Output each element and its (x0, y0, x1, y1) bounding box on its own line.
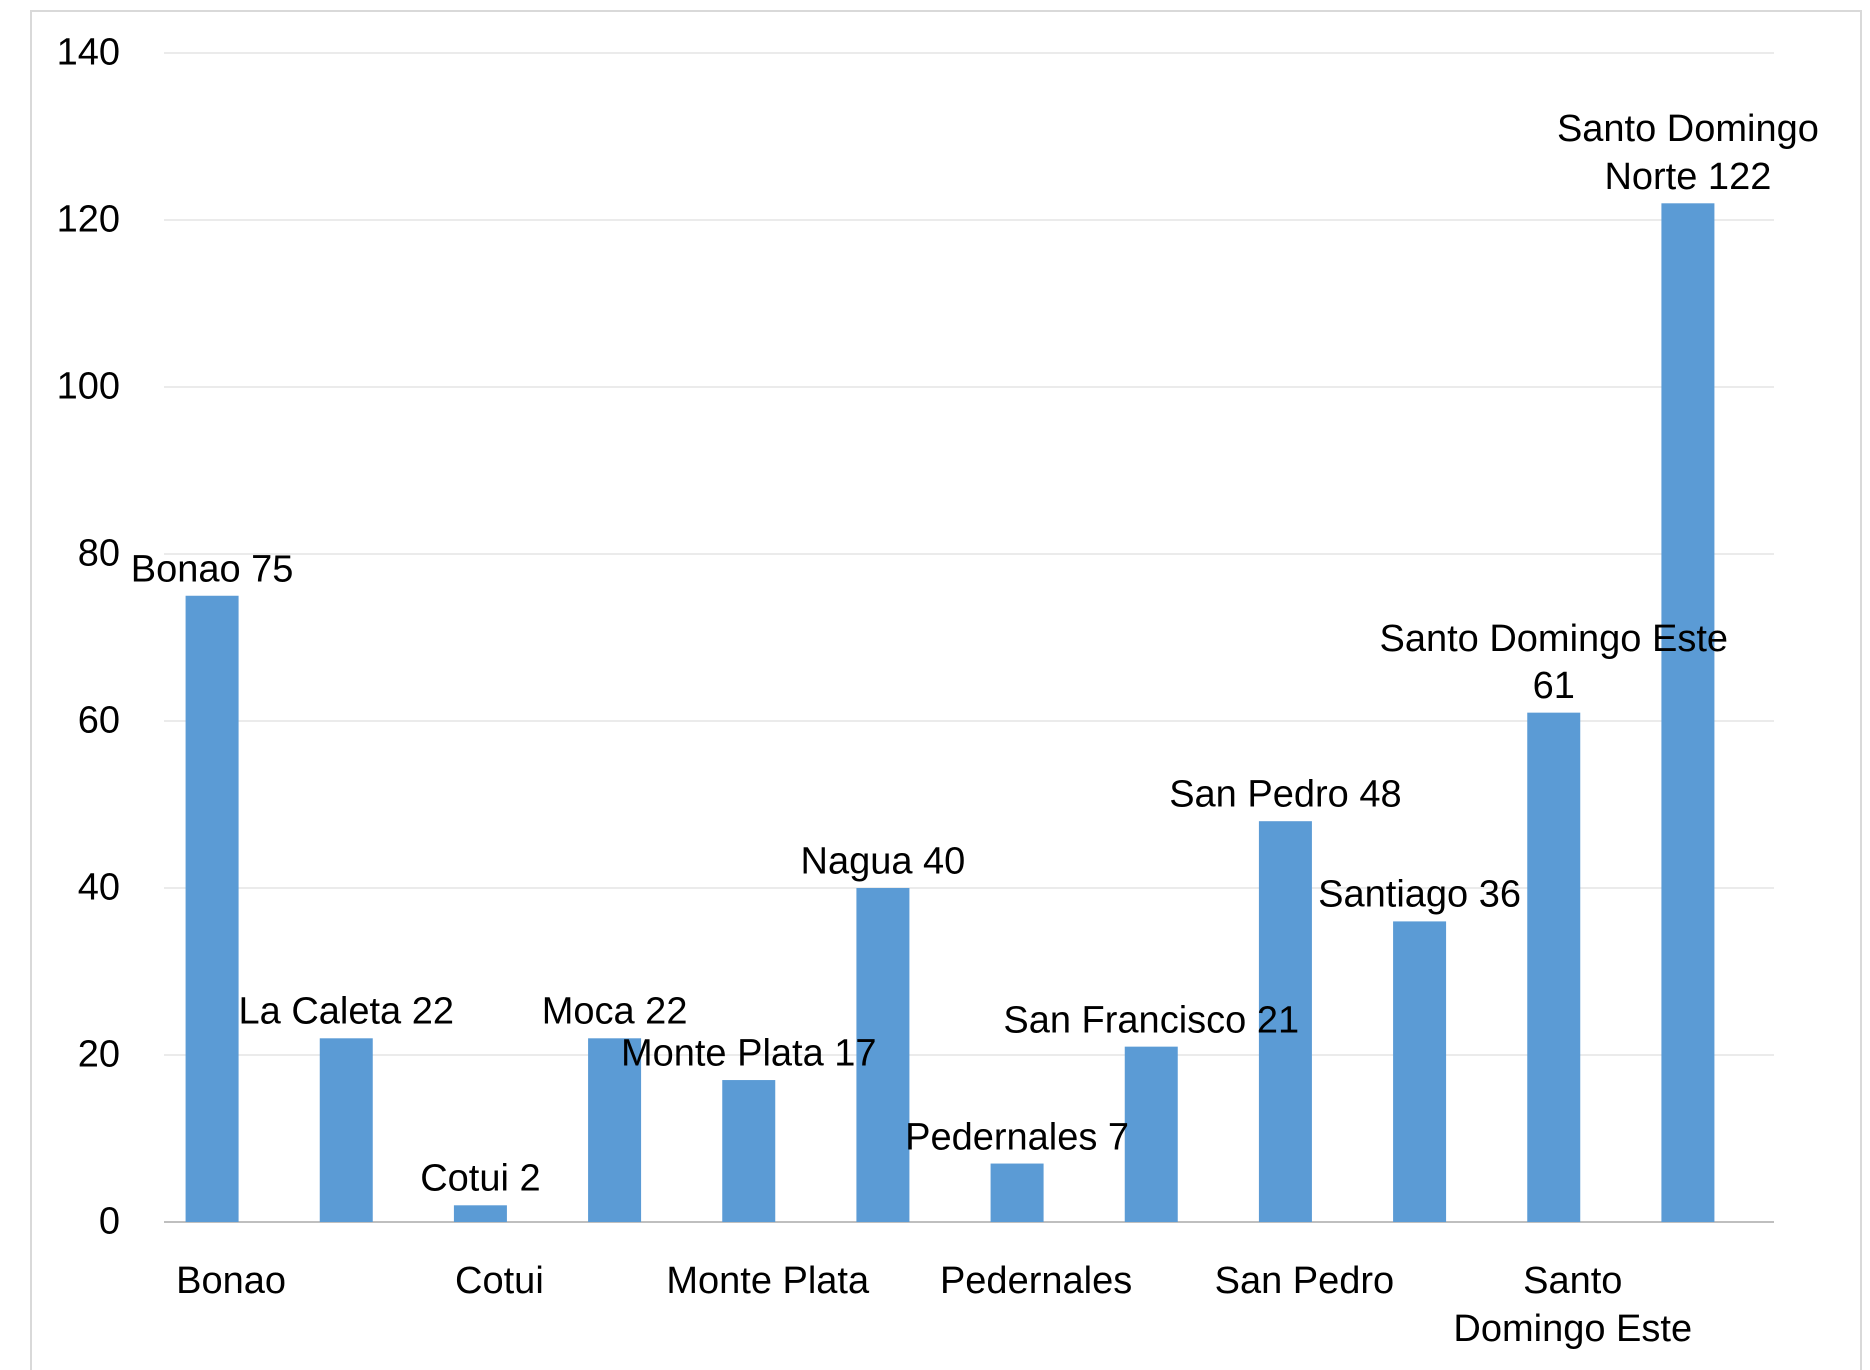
bar (185, 595, 239, 1222)
x-tick-label: Monte Plata (666, 1260, 870, 1302)
bar (1661, 203, 1715, 1223)
data-label: Santo Domingo Norte 122 (1556, 108, 1819, 198)
data-label: Monte Plata 17 (620, 1032, 877, 1075)
bar (1527, 712, 1581, 1222)
data-label: Santiago 36 (1318, 873, 1521, 916)
y-tick-label: 80 (77, 532, 120, 575)
y-tick-label: 60 (77, 699, 120, 742)
data-label: Nagua 40 (800, 840, 966, 883)
y-tick-label: 20 (77, 1033, 120, 1076)
data-label: Bonao 75 (130, 548, 294, 591)
bar (990, 1163, 1044, 1222)
bar (1124, 1046, 1178, 1222)
bar (319, 1038, 373, 1222)
bar (1393, 921, 1447, 1222)
chart-frame (30, 10, 1862, 1370)
bar (453, 1205, 507, 1222)
bar (1258, 821, 1312, 1222)
data-label: Cotui 2 (420, 1157, 541, 1200)
x-tick-label: Santo Domingo Este (1453, 1260, 1693, 1350)
data-label: Santo Domingo Este 61 (1379, 617, 1729, 708)
x-tick-label: San Pedro (1214, 1260, 1395, 1302)
data-label: San Francisco 21 (1003, 999, 1300, 1042)
data-label: San Pedro 48 (1169, 773, 1402, 816)
x-tick-label: Bonao (176, 1260, 287, 1302)
y-tick-label: 40 (77, 866, 120, 909)
bar (722, 1080, 776, 1222)
y-tick-label: 100 (56, 365, 120, 408)
y-tick-label: 120 (56, 198, 120, 241)
data-label: Moca 22 (541, 990, 688, 1033)
y-tick-label: 0 (98, 1200, 120, 1243)
x-tick-label: Cotui (455, 1260, 544, 1302)
x-tick-label: Pedernales (939, 1260, 1133, 1302)
bar (856, 888, 910, 1222)
y-tick-label: 140 (56, 31, 120, 74)
data-label: La Caleta 22 (238, 990, 455, 1033)
bar (588, 1038, 642, 1222)
data-label: Pedernales 7 (905, 1116, 1130, 1159)
